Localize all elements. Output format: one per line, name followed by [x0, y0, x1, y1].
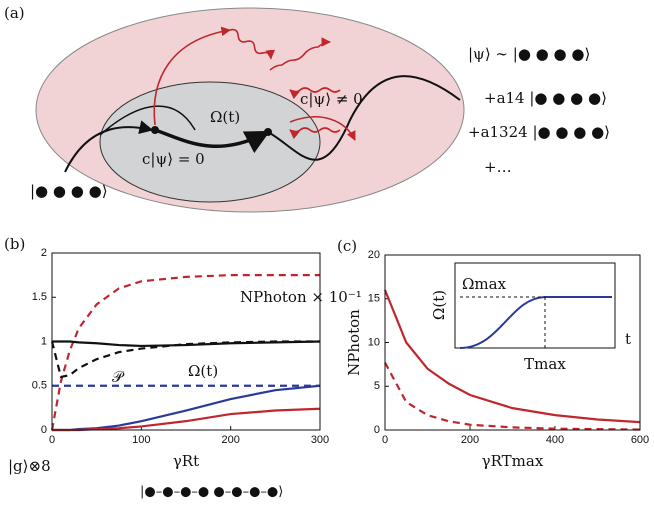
figure: (a) Ω(t) c|ψ⟩ = 0 c|ψ⟩ ≠ 0 |● ● ● ●⟩ |ψ⟩… [0, 0, 654, 509]
annotation: Ω(t) [188, 362, 218, 380]
y-tick-label: 15 [368, 293, 380, 305]
x-axis-label: γRTmax [482, 452, 544, 470]
x-tick-label: 0 [49, 434, 55, 446]
y-tick-label: 5 [374, 380, 380, 392]
y-tick-label: 1.5 [32, 291, 47, 303]
y-tick-label: 0.5 [32, 380, 47, 392]
x-tick-label: 200 [221, 434, 239, 446]
inset-x-mark: Tmax [524, 355, 566, 373]
state-term: |ψ⟩ ∼ |● ● ● ●⟩ [468, 45, 590, 63]
state-label: |g⟩⊗8 [8, 457, 51, 475]
panel-label: (c) [337, 237, 357, 255]
series-line [52, 386, 320, 430]
inset-x-label: t [625, 330, 631, 348]
x-tick-label: 0 [382, 434, 388, 446]
node [151, 126, 159, 134]
y-tick-label: 0 [374, 424, 380, 436]
y-tick-label: 2 [41, 247, 47, 259]
state-term: +… [484, 158, 512, 176]
panel-a: (a) Ω(t) c|ψ⟩ = 0 c|ψ⟩ ≠ 0 |● ● ● ●⟩ |ψ⟩… [4, 4, 610, 212]
inset-max-label: Ωmax [462, 275, 507, 293]
series-line [52, 409, 320, 430]
panel-label: (a) [4, 4, 25, 22]
state-term: +a1324 |● ● ● ●⟩ [468, 123, 610, 141]
inset: Ω(t) Ωmax Tmax t [430, 263, 631, 373]
x-tick-label: 400 [546, 434, 564, 446]
series-line [52, 342, 320, 346]
y-tick-label: 0 [41, 424, 47, 436]
dark-label: c|ψ⟩ = 0 [142, 150, 205, 168]
panel-label: (b) [4, 235, 25, 253]
annotation: NPhoton × 10⁻¹ [240, 288, 362, 306]
y-tick-label: 20 [368, 249, 380, 261]
inset-y-label: Ω(t) [430, 290, 448, 320]
bright-label: c|ψ⟩ ≠ 0 [300, 90, 363, 108]
state-label: |●–●–●–● ●–●–●–●⟩ [140, 485, 283, 500]
x-tick-label: 300 [311, 434, 329, 446]
x-tick-label: 200 [461, 434, 479, 446]
y-axis-label: NPhoton [345, 309, 363, 376]
node [264, 128, 272, 136]
dark-region [100, 82, 320, 202]
y-tick-label: 1 [41, 335, 47, 347]
y-tick-label: 10 [368, 336, 380, 348]
x-axis-label: γRt [173, 452, 199, 470]
annotation: 𝒫 [112, 368, 125, 386]
series-line [52, 342, 320, 377]
x-tick-label: 600 [631, 434, 649, 446]
x-tick-label: 100 [132, 434, 150, 446]
start-state: |● ● ● ●⟩ [30, 182, 108, 200]
state-term: +a14 |● ● ● ●⟩ [484, 89, 607, 107]
omega-label: Ω(t) [210, 108, 240, 126]
